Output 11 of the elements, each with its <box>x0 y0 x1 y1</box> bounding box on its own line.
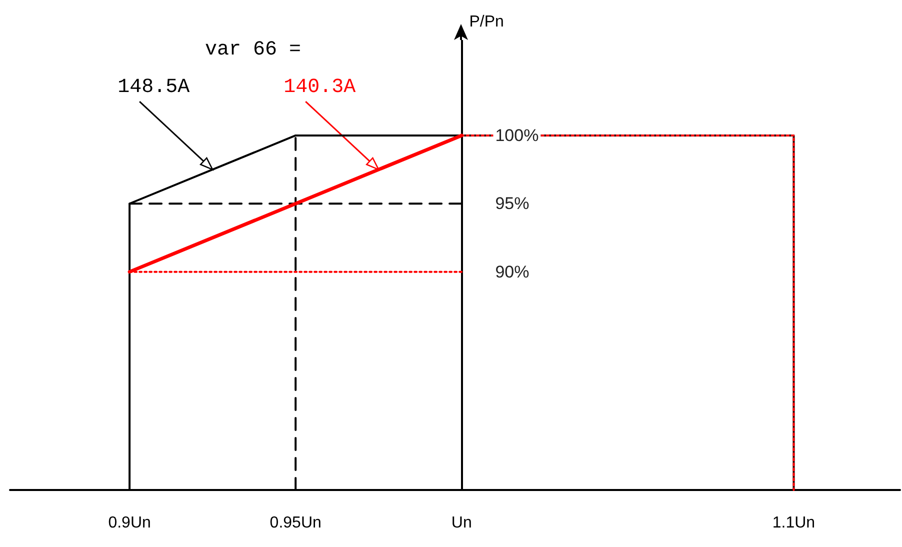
y-tick-label: 95% <box>495 194 530 214</box>
annotation: 148.5A <box>118 76 190 100</box>
x-tick-label: 0.9Un <box>108 514 151 532</box>
x-tick-label: 0.95Un <box>270 514 322 532</box>
annotation: var 66 = <box>205 38 302 62</box>
annotation: 140.3A <box>284 76 356 100</box>
y-tick-label: 90% <box>495 262 530 282</box>
x-tick-label: Un <box>451 514 472 532</box>
x-tick-label: 1.1Un <box>772 514 816 532</box>
y-axis-title: P/Pn <box>469 14 504 30</box>
y-tick-label: 100% <box>495 126 539 145</box>
